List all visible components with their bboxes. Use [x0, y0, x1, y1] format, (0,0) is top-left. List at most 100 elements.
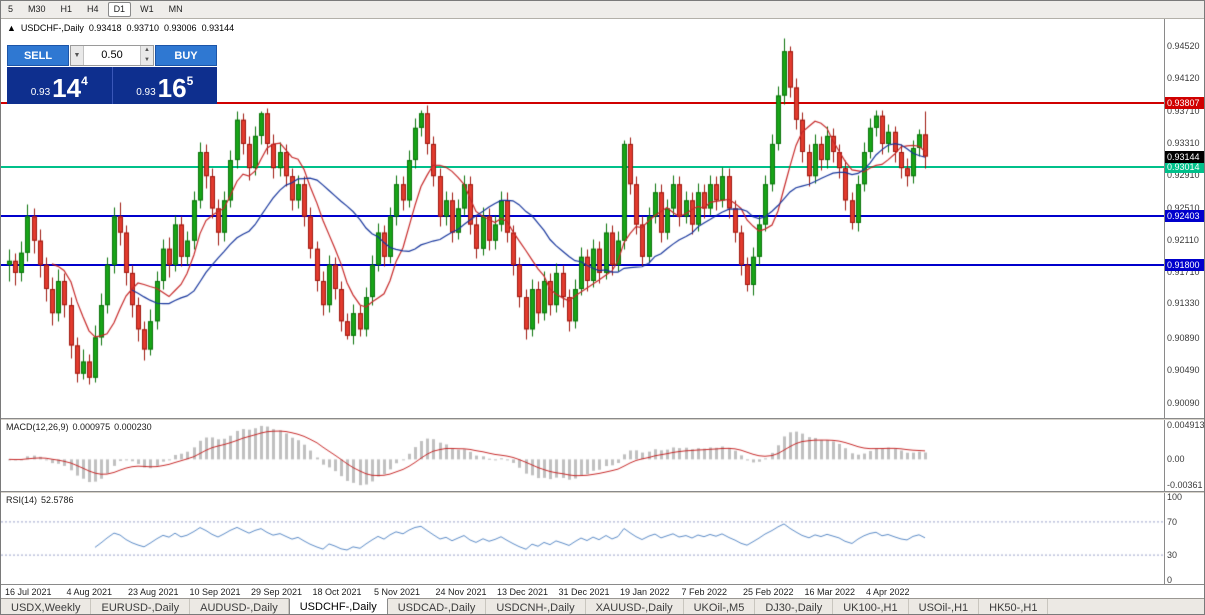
sell-price[interactable]: 0.93 14 4 — [7, 67, 113, 104]
ohlc-low: 0.93006 — [164, 23, 197, 33]
time-axis-label: 24 Nov 2021 — [435, 587, 487, 597]
price-axis-label: 0.90490 — [1167, 365, 1200, 376]
level-price-tag: 0.91800 — [1165, 258, 1204, 271]
time-axis[interactable]: 16 Jul 2021 4 Aug 2021 23 Aug 2021 10 Sep 2… — [1, 584, 1204, 598]
volume-input-group: ▼ 0.50 ▲ ▼ — [70, 45, 154, 66]
chart-tab-audusd-daily[interactable]: AUDUSD-,Daily — [190, 599, 289, 614]
current-price-tag: 0.93144 — [1165, 150, 1204, 163]
time-axis-label: 18 Oct 2021 — [312, 587, 362, 597]
time-axis-label: 19 Jan 2022 — [620, 587, 670, 597]
chart-tab-eurusd-daily[interactable]: EURUSD-,Daily — [91, 599, 191, 614]
macd-main-value: 0.000975 — [72, 422, 111, 432]
volume-increase-icon[interactable]: ▲ — [141, 46, 153, 56]
timeframe-button-h1[interactable]: H1 — [55, 2, 79, 17]
price-axis-label: 0.92110 — [1167, 234, 1199, 245]
level-price-tag: 0.93807 — [1165, 97, 1204, 110]
timeframe-button-w1[interactable]: W1 — [134, 2, 160, 17]
sell-price-pips: 14 — [52, 73, 82, 103]
rsi-name-label: RSI(14) — [6, 495, 38, 505]
price-axis-label: 0.94520 — [1167, 40, 1200, 51]
macd-name-label: MACD(12,26,9) — [6, 422, 69, 432]
chart-tab-usdx-weekly[interactable]: USDX,Weekly — [1, 599, 92, 614]
macd-axis[interactable]: 0.004913 0.00 -0.00361 — [1164, 419, 1205, 491]
time-axis-label: 29 Sep 2021 — [251, 587, 303, 597]
time-axis-label: 7 Feb 2022 — [681, 587, 728, 597]
macd-axis-label: 0.00 — [1167, 454, 1185, 465]
chart-tab-usdcnh-daily[interactable]: USDCNH-,Daily — [486, 599, 586, 614]
chart-tab-dj30-daily[interactable]: DJ30-,Daily — [755, 599, 834, 614]
collapse-panel-icon[interactable]: ▲ — [7, 23, 16, 33]
chart-tab-usdchf-daily[interactable]: USDCHF-,Daily — [288, 598, 388, 614]
chart-tab-bar: USDX,Weekly EURUSD-,Daily AUDUSD-,Daily USD… — [1, 598, 1204, 614]
buy-price-point: 5 — [186, 74, 194, 88]
time-axis-label: 23 Aug 2021 — [128, 587, 179, 597]
price-axis[interactable]: 0.93807 0.93014 0.92403 0.91800 0.93144 0.945… — [1164, 19, 1204, 418]
rsi-canvas[interactable] — [1, 493, 1164, 584]
macd-title: MACD(12,26,9) 0.000975 0.000230 — [6, 422, 156, 432]
time-axis-label: 4 Apr 2022 — [866, 587, 910, 597]
price-axis-label: 0.92510 — [1167, 202, 1200, 213]
buy-price-prefix: 0.93 — [136, 87, 156, 98]
volume-dropdown-icon[interactable]: ▼ — [71, 46, 84, 65]
pane-divider[interactable] — [1, 418, 1204, 420]
sell-price-point: 4 — [81, 74, 88, 88]
volume-input[interactable]: 0.50 — [101, 49, 123, 61]
pane-divider[interactable] — [1, 491, 1204, 493]
timeframe-button-h4[interactable]: H4 — [81, 2, 105, 17]
timeframe-button-group: 5 M30 H1 H4 D1 W1 MN — [2, 2, 189, 17]
price-axis-label: 0.93710 — [1167, 105, 1200, 116]
chart-header: ▲ USDCHF-,Daily 0.93418 0.93710 0.93006 0.931… — [7, 23, 239, 33]
price-axis-label: 0.91710 — [1167, 267, 1200, 278]
buy-price-pips: 16 — [157, 73, 187, 103]
chart-tab-usoil-h1[interactable]: USOil-,H1 — [909, 599, 980, 614]
macd-axis-label: 0.004913 — [1167, 419, 1205, 430]
time-axis-label: 13 Dec 2021 — [497, 587, 549, 597]
time-axis-label: 4 Aug 2021 — [66, 587, 113, 597]
price-axis-label: 0.90090 — [1167, 397, 1200, 408]
buy-button[interactable]: BUY — [155, 45, 217, 66]
rsi-title: RSI(14) 52.5786 — [6, 495, 78, 505]
ohlc-high: 0.93710 — [126, 23, 160, 33]
price-axis-label: 0.93310 — [1167, 138, 1200, 149]
rsi-value: 52.5786 — [41, 495, 74, 505]
timeframe-toolbar: 5 M30 H1 H4 D1 W1 MN — [1, 1, 1204, 19]
price-chart-pane[interactable]: ▲ USDCHF-,Daily 0.93418 0.93710 0.93006 0.931… — [1, 19, 1164, 418]
rsi-indicator-pane[interactable]: RSI(14) 52.5786 — [1, 493, 1164, 584]
ohlc-open: 0.93418 — [88, 23, 122, 33]
chart-tab-xauusd-daily[interactable]: XAUUSD-,Daily — [586, 599, 684, 614]
chart-tab-uk100-h1[interactable]: UK100-,H1 — [833, 599, 909, 614]
rsi-axis-label: 100 — [1167, 492, 1183, 502]
timeframe-button-mn[interactable]: MN — [163, 2, 189, 17]
chart-tab-usdcad-daily[interactable]: USDCAD-,Daily — [388, 599, 487, 614]
macd-indicator-pane[interactable]: MACD(12,26,9) 0.000975 0.000230 — [1, 420, 1164, 491]
chart-tab-hk50-h1[interactable]: HK50-,H1 — [979, 599, 1049, 614]
time-axis-label: 16 Jul 2021 — [5, 587, 52, 597]
level-price-tag: 0.93014 — [1165, 160, 1204, 173]
buy-price[interactable]: 0.93 16 5 — [113, 67, 218, 104]
time-axis-label: 5 Nov 2021 — [374, 587, 421, 597]
macd-canvas[interactable] — [1, 420, 1164, 491]
price-axis-label: 0.91330 — [1167, 297, 1200, 308]
timeframe-button-m30[interactable]: M30 — [22, 2, 52, 17]
chart-tab-ukoil-m5[interactable]: UKOil-,M5 — [684, 599, 756, 614]
rsi-axis[interactable]: 100 70 30 0 — [1164, 492, 1204, 585]
rsi-axis-label: 30 — [1167, 550, 1178, 561]
ohlc-close: 0.93144 — [201, 23, 235, 33]
volume-decrease-icon[interactable]: ▼ — [141, 55, 153, 65]
level-price-tag: 0.92403 — [1165, 210, 1204, 223]
rsi-axis-label: 0 — [1167, 575, 1173, 585]
time-axis-label: 31 Dec 2021 — [558, 587, 610, 597]
timeframe-button-d1[interactable]: D1 — [107, 2, 132, 17]
time-axis-label: 25 Feb 2022 — [743, 587, 794, 597]
time-axis-label: 10 Sep 2021 — [189, 587, 241, 597]
time-axis-label: 16 Mar 2022 — [804, 587, 856, 597]
one-click-trading-panel: SELL ▼ 0.50 ▲ ▼ BUY 0.93 14 4 — [7, 45, 217, 104]
macd-signal-value: 0.000230 — [114, 422, 152, 432]
chart-symbol-label: USDCHF-,Daily — [20, 23, 84, 33]
macd-axis-label: -0.00361 — [1167, 479, 1203, 490]
price-axis-label: 0.94120 — [1167, 72, 1200, 83]
timeframe-button-5[interactable]: 5 — [2, 2, 19, 17]
sell-button[interactable]: SELL — [7, 45, 69, 66]
price-axis-label: 0.90890 — [1167, 333, 1200, 344]
